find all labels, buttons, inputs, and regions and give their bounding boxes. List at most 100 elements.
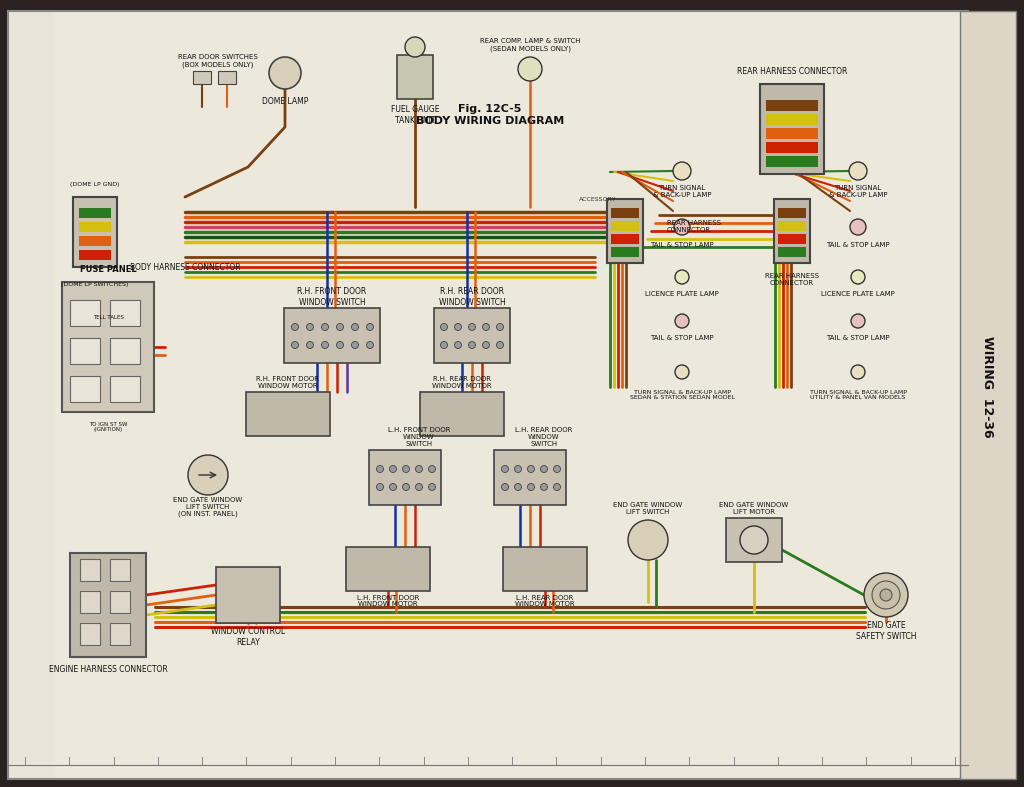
Bar [70,553,146,657]
Bar [766,142,818,153]
Circle shape [675,314,689,328]
Bar [79,222,111,232]
Circle shape [851,314,865,328]
Bar [369,450,441,505]
Circle shape [306,342,313,349]
Bar [766,156,818,167]
Bar [79,250,111,260]
Bar [494,450,566,505]
Text: WINDOW CONTROL
RELAY: WINDOW CONTROL RELAY [211,627,285,647]
Bar [420,392,504,436]
Text: TELL TALES: TELL TALES [92,315,124,320]
Bar [503,547,587,591]
Text: REAR DOOR SWITCHES
(BOX MODELS ONLY): REAR DOOR SWITCHES (BOX MODELS ONLY) [178,54,258,68]
Text: REAR COMP. LAMP & SWITCH
(SEDAN MODELS ONLY): REAR COMP. LAMP & SWITCH (SEDAN MODELS O… [480,39,581,52]
Circle shape [628,520,668,560]
Bar [70,300,100,326]
Bar [44,11,50,779]
Bar [14,11,20,779]
Circle shape [402,483,410,490]
Circle shape [428,483,435,490]
Bar [110,623,130,645]
Circle shape [337,342,343,349]
Bar [760,84,824,174]
Bar [110,591,130,613]
Text: END GATE WINDOW
LIFT SWITCH
(ON INST. PANEL): END GATE WINDOW LIFT SWITCH (ON INST. PA… [173,497,243,517]
Text: R.H. REAR DOOR
WINDOW SWITCH: R.H. REAR DOOR WINDOW SWITCH [438,287,506,307]
Circle shape [497,342,504,349]
Circle shape [864,573,908,617]
Bar [778,221,806,231]
Text: L.H. REAR DOOR
WINDOW
SWITCH: L.H. REAR DOOR WINDOW SWITCH [515,427,572,447]
Circle shape [322,323,329,331]
Bar [216,567,280,623]
Circle shape [675,270,689,284]
Circle shape [502,483,509,490]
Circle shape [514,483,521,490]
Bar [17,11,23,779]
Bar [766,114,818,125]
Circle shape [416,483,423,490]
Bar [110,376,140,402]
Text: TAIL & STOP LAMP: TAIL & STOP LAMP [650,335,714,341]
Bar [611,234,639,244]
Circle shape [872,581,900,609]
Text: TAIL & STOP LAMP: TAIL & STOP LAMP [826,242,890,248]
Circle shape [675,365,689,379]
Bar [611,247,639,257]
Bar [62,282,154,412]
Text: ENGINE HARNESS CONNECTOR: ENGINE HARNESS CONNECTOR [48,666,167,674]
Bar [397,55,433,99]
Circle shape [416,465,423,472]
Circle shape [554,465,560,472]
Bar [70,338,100,364]
Text: R.H. FRONT DOOR
WINDOW SWITCH: R.H. FRONT DOOR WINDOW SWITCH [297,287,367,307]
Bar [110,300,140,326]
Bar [434,308,510,363]
Text: TAIL & STOP LAMP: TAIL & STOP LAMP [650,242,714,248]
Text: TURN SIGNAL
& BACK-UP LAMP: TURN SIGNAL & BACK-UP LAMP [828,184,887,198]
Circle shape [740,526,768,554]
Circle shape [377,483,384,490]
Text: TURN SIGNAL
& BACK-UP LAMP: TURN SIGNAL & BACK-UP LAMP [652,184,712,198]
Circle shape [849,162,867,180]
Text: BODY HARNESS CONNECTOR: BODY HARNESS CONNECTOR [130,263,241,272]
Text: TURN SIGNAL & BACK-UP LAMP
UTILITY & PANEL VAN MODELS: TURN SIGNAL & BACK-UP LAMP UTILITY & PAN… [810,390,906,401]
Bar [193,71,211,84]
Bar [611,208,639,218]
Text: TURN SIGNAL & BACK-UP LAMP
SEDAN & STATION SEDAN MODEL: TURN SIGNAL & BACK-UP LAMP SEDAN & STATI… [630,390,734,401]
Circle shape [673,162,691,180]
Bar [79,208,111,218]
Bar [766,128,818,139]
Circle shape [469,323,475,331]
Circle shape [482,323,489,331]
Circle shape [188,455,228,495]
Bar [726,518,782,562]
Circle shape [850,219,866,235]
Text: Fig. 12C-5
BODY WIRING DIAGRAM: Fig. 12C-5 BODY WIRING DIAGRAM [416,104,564,126]
Bar [246,392,330,436]
Bar [110,559,130,581]
Circle shape [527,483,535,490]
Text: L.H. REAR DOOR
WINDOW MOTOR: L.H. REAR DOOR WINDOW MOTOR [515,594,574,608]
Bar [35,11,41,779]
Text: L.H. FRONT DOOR
WINDOW
SWITCH: L.H. FRONT DOOR WINDOW SWITCH [388,427,451,447]
Text: LICENCE PLATE LAMP: LICENCE PLATE LAMP [821,291,895,297]
Bar [611,221,639,231]
Text: REAR HARNESS CONNECTOR: REAR HARNESS CONNECTOR [737,66,847,76]
Circle shape [541,465,548,472]
Circle shape [502,465,509,472]
Bar [778,234,806,244]
Text: DOME LAMP: DOME LAMP [262,97,308,105]
Circle shape [292,323,299,331]
Bar [778,208,806,218]
Circle shape [440,342,447,349]
Bar [23,11,29,779]
Bar [80,623,100,645]
Circle shape [880,589,892,601]
Bar [38,11,44,779]
Bar [607,199,643,263]
Circle shape [337,323,343,331]
Text: LICENCE PLATE LAMP: LICENCE PLATE LAMP [645,291,719,297]
Text: END GATE
SAFETY SWITCH: END GATE SAFETY SWITCH [856,621,916,641]
